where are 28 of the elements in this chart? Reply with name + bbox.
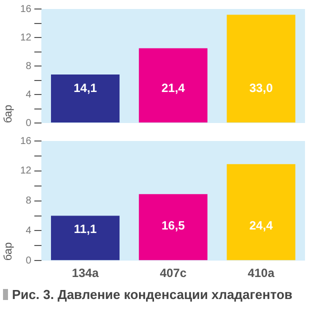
x-tick-label: 407c: [160, 266, 187, 280]
annotation: 24,4: [249, 218, 274, 232]
bar: [138, 194, 208, 260]
bar: [226, 164, 296, 260]
y-tick-label: 0: [26, 118, 32, 129]
y-tick-label: 4: [26, 89, 32, 100]
y-tick-label: 12: [20, 166, 32, 177]
y-tick-label: 8: [26, 60, 32, 72]
y-tick-label: 8: [26, 196, 32, 207]
bar: [226, 14, 296, 122]
x-tick-label: 410a: [248, 266, 275, 280]
bar: [50, 216, 120, 260]
x-tick-label: 134a: [72, 266, 99, 280]
y-tick-label: 12: [20, 32, 32, 44]
annotation: 33,0: [249, 80, 274, 95]
annotation: 16,5: [161, 218, 186, 232]
y-axis-title: бар: [2, 242, 15, 261]
y-tick-label: 0: [26, 255, 32, 266]
y-axis-title: бар: [2, 104, 15, 123]
bar: [138, 48, 208, 122]
y-tick-label: 4: [26, 225, 32, 236]
annotation: 21,4: [161, 80, 186, 95]
bar: [50, 74, 120, 122]
annotation: 11,1: [74, 222, 97, 236]
text: Рис. 3. Давление конденсации хладагентов: [12, 287, 292, 302]
annotation: 14,1: [74, 80, 98, 95]
y-tick-label: 16: [20, 4, 32, 15]
y-tick-label: 16: [20, 136, 32, 147]
